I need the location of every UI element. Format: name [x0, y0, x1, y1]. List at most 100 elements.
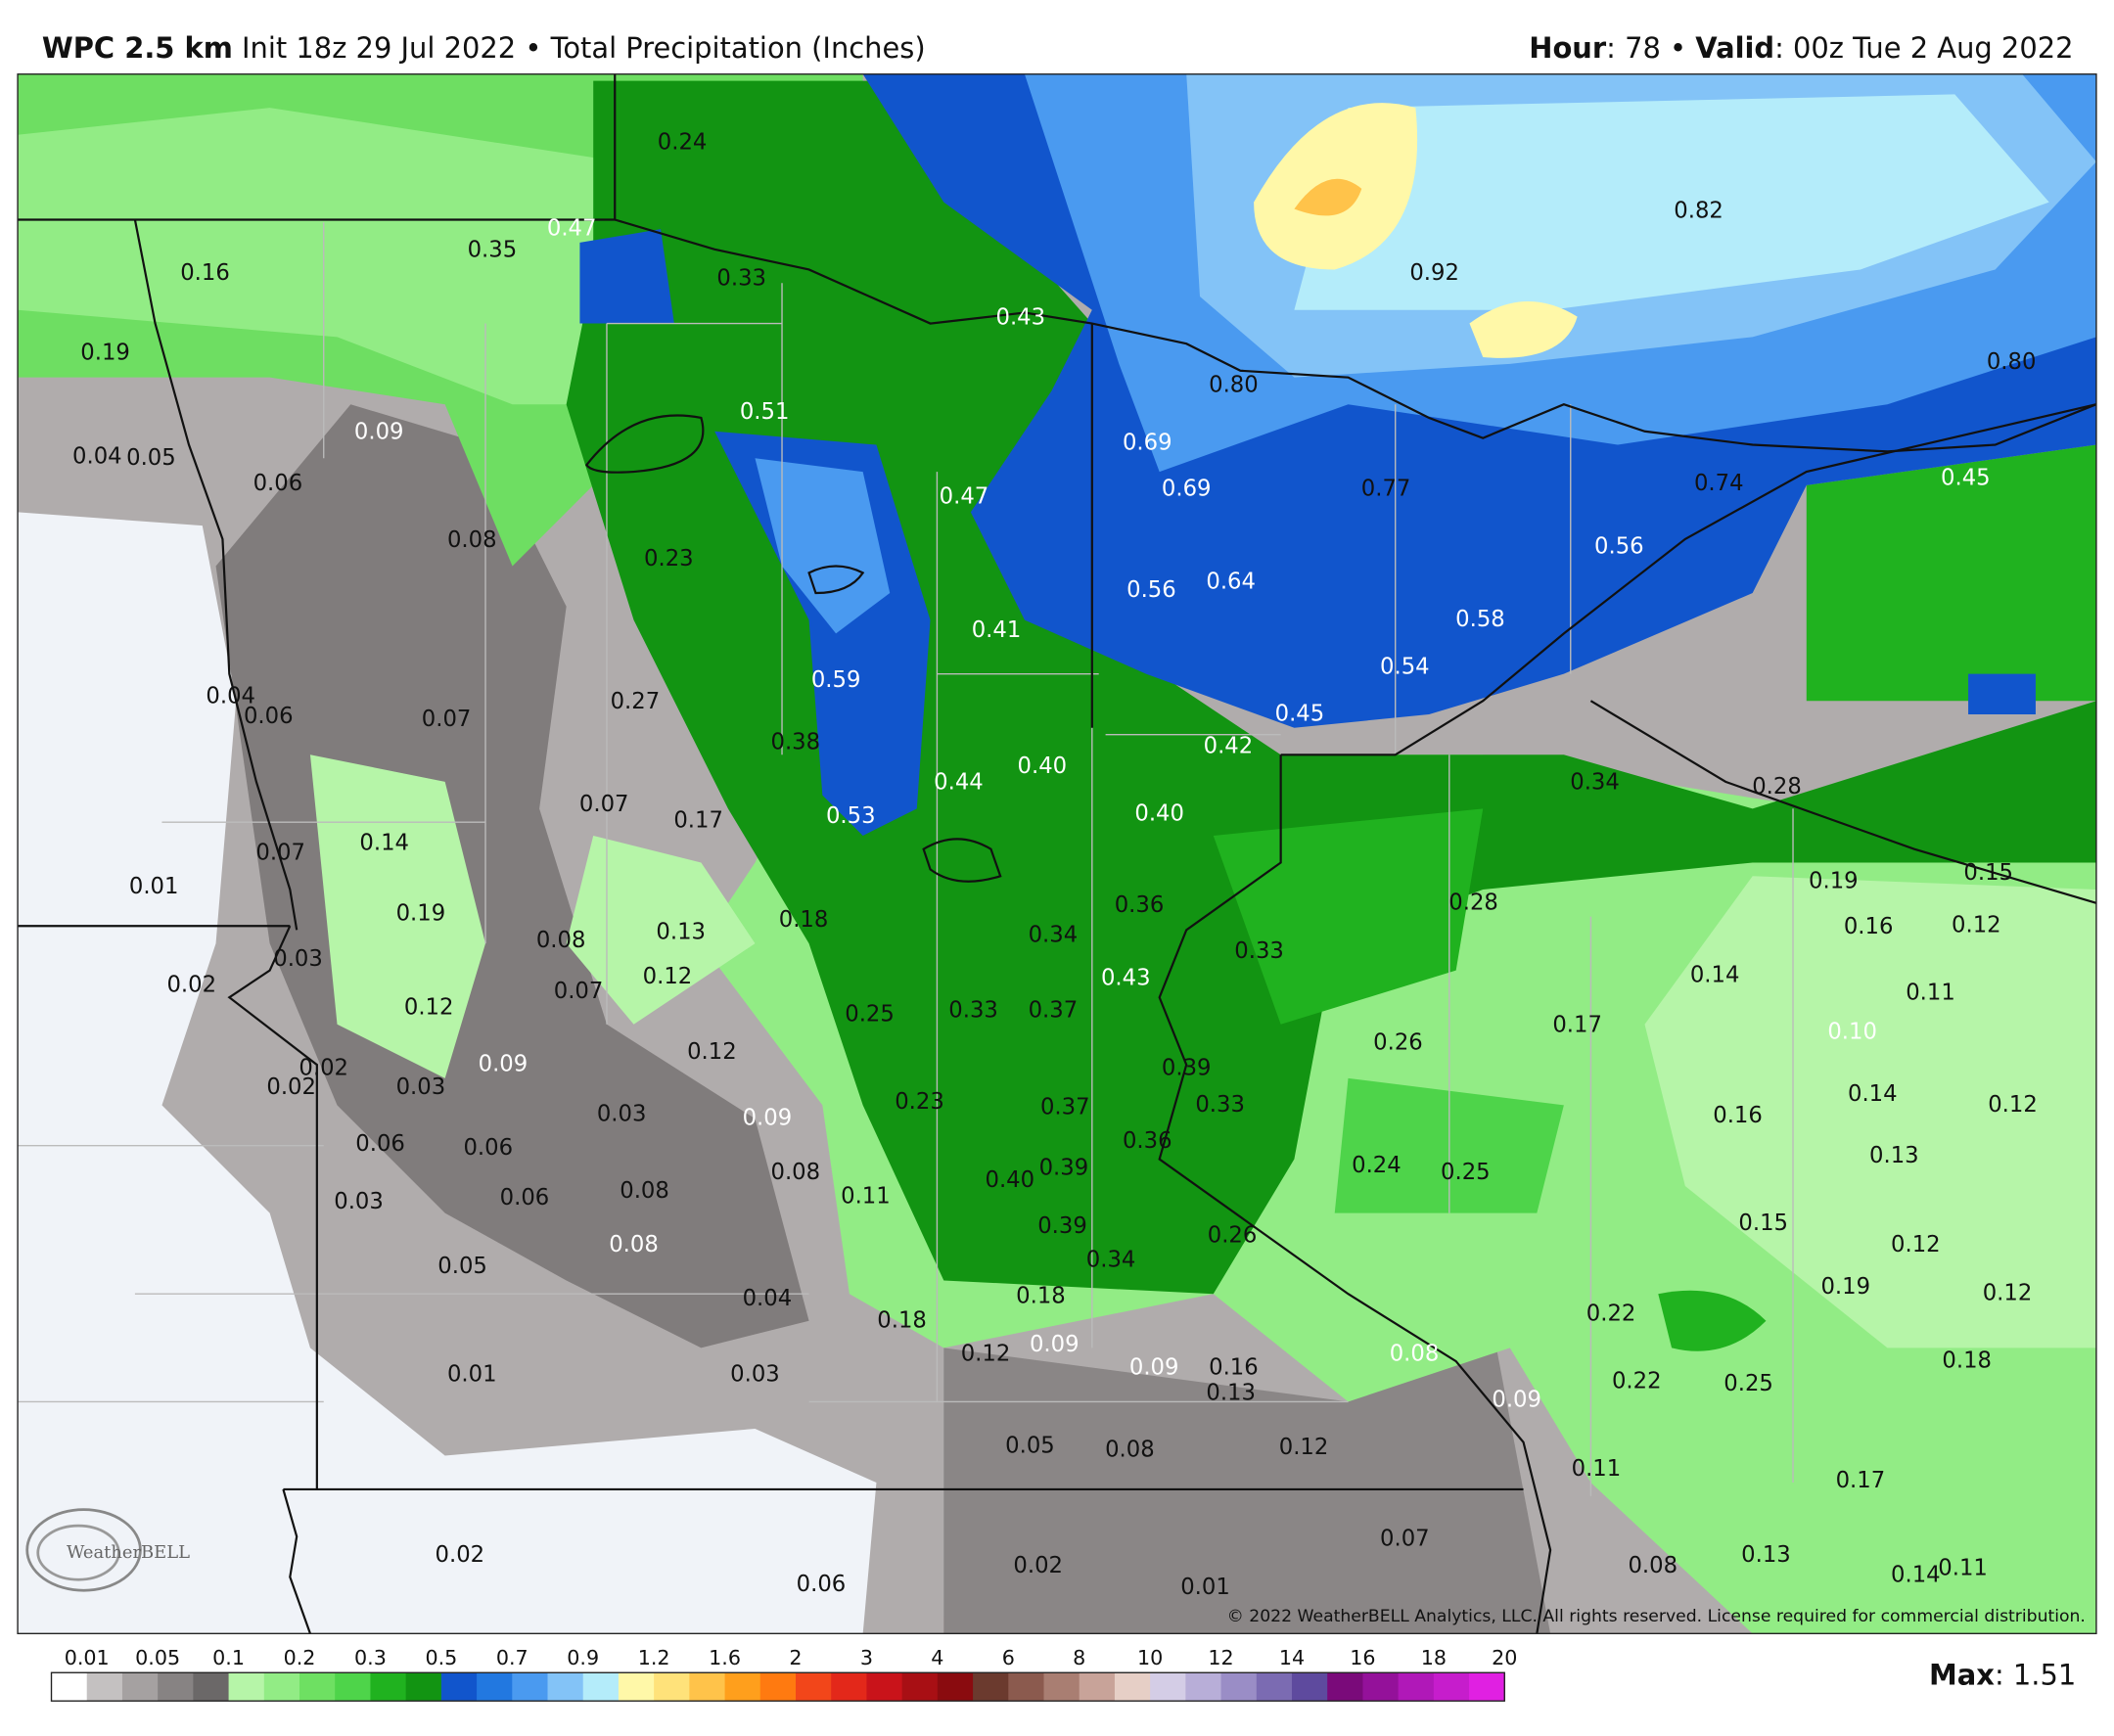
contour-label: 0.16	[1844, 914, 1894, 939]
color-swatch	[512, 1672, 549, 1702]
contour-label: 0.12	[1279, 1435, 1329, 1460]
contour-label: 0.37	[1040, 1095, 1090, 1120]
contour-label: 0.41	[972, 617, 1022, 643]
contour-label: 0.03	[273, 946, 323, 972]
colorbar-tick-label: 0.01	[65, 1646, 110, 1669]
contour-label: 0.08	[1628, 1553, 1677, 1578]
contour-label: 0.23	[895, 1089, 944, 1115]
color-swatch	[582, 1672, 620, 1702]
logo: WeatherBELL	[25, 1508, 190, 1592]
color-swatch	[121, 1672, 159, 1702]
color-swatch	[831, 1672, 867, 1702]
contour-label: 0.25	[845, 1002, 895, 1028]
contour-label: 0.36	[1115, 892, 1165, 918]
contour-label: 0.40	[1134, 800, 1184, 826]
contour-label: 0.12	[1983, 1281, 2033, 1306]
contour-label: 0.08	[1390, 1342, 1440, 1367]
contour-label: 0.33	[716, 266, 766, 292]
contour-label: 0.07	[422, 707, 472, 732]
colorbar-tick-label: 10	[1137, 1646, 1163, 1669]
contour-labels: 0.24 0.47 0.35 0.16 0.33 0.43 0.19 0.51 0.09 0.04…	[72, 129, 2038, 1599]
contour-label: 0.04	[743, 1286, 793, 1311]
color-swatch	[973, 1672, 1009, 1702]
contour-label: 0.15	[1738, 1211, 1788, 1236]
contour-label: 0.16	[180, 260, 230, 286]
contour-label: 0.09	[743, 1106, 793, 1131]
contour-label: 0.09	[479, 1052, 528, 1077]
contour-label: 0.12	[961, 1342, 1011, 1367]
colorbar-tick-label: 0.05	[135, 1646, 180, 1669]
color-swatch	[1291, 1672, 1328, 1702]
colorbar-tick-label: 16	[1350, 1646, 1375, 1669]
contour-label: 0.56	[1594, 534, 1644, 560]
color-swatch	[86, 1672, 123, 1702]
color-swatch	[1398, 1672, 1435, 1702]
color-swatch	[228, 1672, 265, 1702]
contour-label: 0.01	[1180, 1575, 1230, 1600]
valid-label: Valid	[1695, 31, 1774, 65]
contour-label: 0.03	[730, 1361, 780, 1387]
contour-label: 0.08	[1105, 1438, 1155, 1463]
contour-label: 0.34	[1570, 770, 1620, 796]
contour-label: 0.82	[1674, 199, 1723, 224]
contour-label: 0.53	[826, 803, 876, 829]
contour-label: 0.12	[1891, 1232, 1941, 1257]
contour-label: 0.16	[1209, 1354, 1259, 1380]
contour-label: 0.80	[1987, 349, 2037, 375]
contour-label: 0.02	[436, 1542, 485, 1568]
colorbar-tick-label: 18	[1421, 1646, 1447, 1669]
contour-label: 0.18	[1942, 1348, 1992, 1374]
contour-label: 0.13	[656, 920, 706, 945]
contour-label: 0.12	[643, 964, 693, 989]
contour-label: 0.69	[1123, 431, 1172, 456]
contour-label: 0.14	[1891, 1563, 1941, 1588]
contour-label: 0.06	[463, 1135, 513, 1161]
contour-label: 0.08	[609, 1232, 659, 1257]
contour-label: 0.06	[500, 1185, 550, 1211]
contour-label: 0.45	[1275, 701, 1325, 726]
color-swatch	[440, 1672, 478, 1702]
contour-label: 0.17	[1552, 1013, 1602, 1038]
colorbar-tick-label: 6	[1002, 1646, 1015, 1669]
colorbar-tick-label: 0.1	[212, 1646, 245, 1669]
color-swatch	[1079, 1672, 1116, 1702]
contour-label: 0.03	[597, 1102, 647, 1127]
contour-label: 0.40	[985, 1167, 1034, 1193]
contour-label: 0.77	[1361, 476, 1411, 501]
contour-label: 0.18	[1016, 1283, 1066, 1308]
contour-label: 0.22	[1612, 1368, 1662, 1393]
colorbar-tick-label: 0.3	[354, 1646, 387, 1669]
contour-label: 0.09	[354, 420, 404, 445]
contour-label: 0.59	[811, 667, 861, 693]
contour-label: 0.07	[255, 840, 305, 865]
colorbar-tick-label: 3	[860, 1646, 873, 1669]
contour-label: 0.13	[1741, 1542, 1791, 1568]
colorbar-tick-label: 0.9	[567, 1646, 599, 1669]
color-swatch	[866, 1672, 903, 1702]
contour-label: 0.17	[1836, 1468, 1886, 1493]
contour-label: 0.33	[1234, 938, 1284, 964]
contour-label: 0.54	[1380, 654, 1430, 679]
contour-label: 0.56	[1126, 577, 1176, 603]
color-swatch	[547, 1672, 584, 1702]
contour-label: 0.04	[206, 684, 255, 709]
contour-label: 0.06	[355, 1131, 405, 1157]
contour-label: 0.12	[404, 995, 454, 1021]
contour-label: 0.22	[1586, 1301, 1636, 1326]
colorbar-tick-label: 4	[931, 1646, 943, 1669]
contour-label: 0.47	[547, 216, 597, 242]
color-swatch	[405, 1672, 442, 1702]
contour-label: 0.28	[1448, 890, 1498, 915]
contour-label: 0.03	[396, 1074, 446, 1100]
contour-label: 0.51	[740, 399, 790, 425]
colorbar: 0.01 0.05 0.1 0.2 0.3 0.5 0.7 0.9 1.2 1.6 2 3 4 6 8 10 1…	[50, 1646, 1517, 1702]
color-swatch	[263, 1672, 300, 1702]
color-swatch	[299, 1672, 336, 1702]
contour-label: 0.19	[1809, 868, 1859, 893]
contour-label: 0.08	[447, 527, 497, 553]
color-swatch	[1043, 1672, 1080, 1702]
color-swatch	[654, 1672, 690, 1702]
contour-label: 0.08	[536, 928, 586, 953]
color-swatch	[370, 1672, 407, 1702]
